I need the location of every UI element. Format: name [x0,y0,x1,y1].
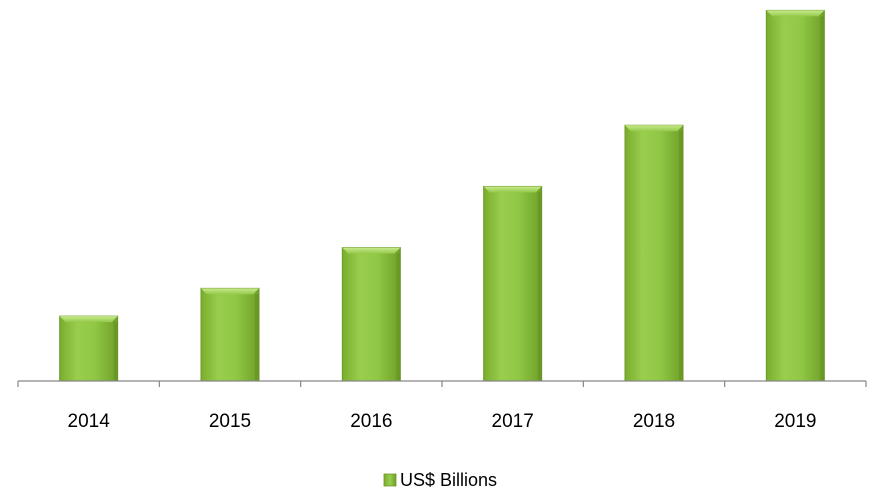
bar-top-bevel [342,247,401,254]
bar-body [765,9,825,382]
x-tick-label: 2019 [774,411,816,432]
bar-edge-shade [679,131,683,381]
bar-body [483,185,543,382]
bar-top-bevel [201,288,259,295]
bar-body [624,124,684,382]
x-tick-label: 2017 [492,411,534,432]
bar-edge-shade [396,253,401,381]
bar-2014 [59,315,119,382]
legend-label: US$ Billions [400,470,497,490]
x-tick-labels: 2014 2015 2016 2017 2018 2019 [68,411,817,432]
x-axis [17,380,867,387]
bar-edge-shade [255,294,259,381]
legend-swatch [383,473,397,487]
legend: US$ Billions [383,470,497,490]
bar-edge-shade [537,192,542,381]
bar-edge-shade [113,322,118,381]
bar-top-bevel [59,316,118,323]
legend-item: US$ Billions [383,470,497,490]
bar-top-bevel [483,186,542,193]
bars-layer [59,9,825,382]
bar-body [341,247,401,382]
x-tick-label: 2015 [209,411,251,432]
x-tick-label: 2014 [68,411,111,432]
bar-edge-shade [820,16,825,381]
bar-body [59,315,119,382]
bar-top-bevel [766,10,825,17]
bar-2019 [765,9,825,382]
bar-2016 [341,247,401,382]
bar-body [200,287,260,382]
x-tick-label: 2018 [633,411,675,432]
bar-2018 [624,124,684,382]
bar-2015 [200,287,260,382]
x-tick-label: 2016 [350,411,392,432]
bar-2017 [483,185,543,382]
bar-top-bevel [625,125,683,132]
